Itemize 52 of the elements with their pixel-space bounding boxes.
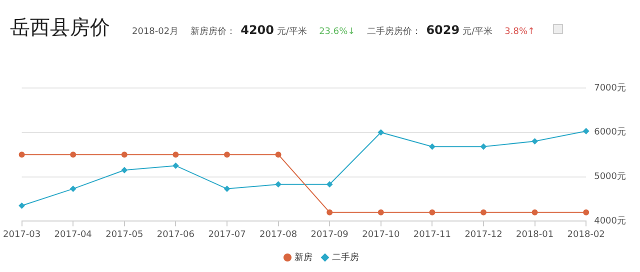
point bbox=[378, 129, 384, 136]
point bbox=[429, 209, 436, 216]
text: 4200 bbox=[240, 23, 274, 37]
legend-label: 二手房 bbox=[332, 252, 359, 263]
point bbox=[70, 152, 76, 158]
point bbox=[275, 152, 282, 158]
x-tick-label: 2018-02 bbox=[567, 230, 605, 240]
chart-title: 岳西县房价 bbox=[10, 14, 110, 41]
text: 23.6%↓ bbox=[319, 27, 356, 37]
x-tick-label: 2017-11 bbox=[413, 230, 451, 240]
point bbox=[224, 186, 230, 192]
point bbox=[70, 186, 76, 192]
y-tick-label: 4000元 bbox=[594, 216, 626, 227]
text: 元/平米 bbox=[462, 26, 493, 38]
x-tick-label: 2017-10 bbox=[362, 230, 400, 240]
y-tick-label: 6000元 bbox=[594, 126, 626, 138]
y-tick-label: 7000元 bbox=[594, 82, 626, 94]
point bbox=[275, 181, 282, 188]
point bbox=[480, 144, 486, 150]
x-tick-label: 2018-01 bbox=[516, 230, 554, 240]
point bbox=[326, 209, 333, 216]
x-tick-label: 2017-07 bbox=[208, 230, 246, 240]
text: 元/平米 bbox=[277, 26, 308, 38]
x-tick-label: 2017-08 bbox=[259, 230, 298, 240]
text: 新房房价： bbox=[190, 26, 236, 38]
point bbox=[172, 152, 179, 158]
text: 二手房房价： bbox=[367, 26, 422, 38]
point bbox=[121, 152, 128, 158]
x-tick-label: 2017-05 bbox=[106, 230, 144, 240]
point bbox=[18, 152, 25, 158]
point bbox=[480, 209, 486, 216]
text: 6029 bbox=[426, 23, 460, 37]
point bbox=[583, 209, 590, 216]
point bbox=[532, 209, 538, 216]
legend-label: 新房 bbox=[294, 252, 312, 263]
point bbox=[326, 181, 333, 188]
x-tick-label: 2017-03 bbox=[2, 230, 41, 240]
point bbox=[224, 152, 230, 158]
y-tick-label: 5000元 bbox=[594, 171, 626, 182]
x-tick-label: 2017-04 bbox=[54, 230, 92, 240]
point bbox=[172, 162, 179, 169]
text: 2018-02月 bbox=[132, 26, 179, 38]
point bbox=[532, 138, 538, 144]
point bbox=[583, 128, 590, 134]
point bbox=[121, 167, 128, 174]
point bbox=[429, 144, 436, 150]
text: 3.8%↑ bbox=[504, 27, 536, 37]
x-tick-label: 2017-12 bbox=[464, 230, 502, 240]
x-tick-label: 2017-09 bbox=[310, 230, 349, 240]
x-tick-label: 2017-06 bbox=[156, 230, 195, 240]
point bbox=[378, 209, 384, 216]
point bbox=[18, 202, 25, 209]
